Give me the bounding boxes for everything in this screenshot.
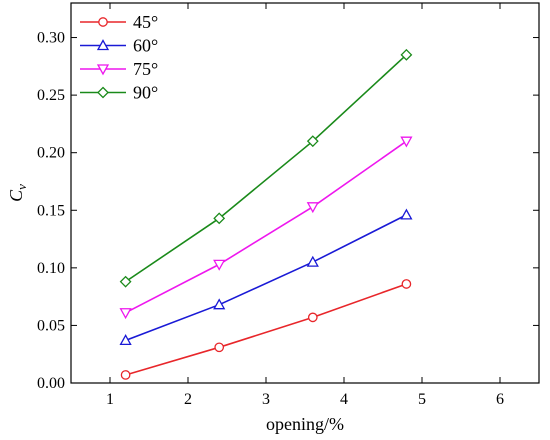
plot-frame [70,2,540,384]
legend-item: 60° [80,36,158,56]
legend-label: 45° [133,12,158,32]
y-tick-label: 0.15 [37,202,65,219]
data-point-diamond [97,86,109,99]
series-0 [120,279,412,380]
x-tick-label: 5 [418,391,426,408]
data-point-circle [401,279,412,289]
y-tick-label: 0.25 [37,87,65,104]
x-tick-label: 3 [262,391,270,408]
legend-item: 75° [80,59,158,79]
x-axis-title: opening/% [266,414,344,434]
legend-item: 45° [80,12,158,32]
y-tick-label: 0.10 [37,260,65,277]
y-axis-title-subscript: v [14,184,29,190]
data-point-diamond [400,48,413,61]
data-point-circle [307,312,318,323]
data-point-circle [120,370,131,380]
legend-label: 75° [133,59,158,79]
y-axis-title: Cv [6,184,29,202]
x-tick-label: 2 [184,391,192,408]
data-point-diamond [213,212,226,225]
x-tick-label: 6 [496,391,504,408]
data-point-triangle-down [306,202,319,214]
series-line [125,214,407,342]
data-point-triangle-down [213,259,226,271]
data-point-triangle-up [96,39,110,51]
data-point-triangle-down [119,308,132,320]
series-3 [119,48,413,288]
series-layer [119,48,413,380]
data-point-diamond [119,275,132,288]
y-axis-title-main: C [6,189,26,202]
series-2 [119,136,413,320]
svg-text:Cv: Cv [6,184,29,202]
data-point-circle [98,17,108,27]
y-tick-label: 0.05 [37,317,65,334]
data-point-triangle-down [400,136,413,148]
x-tick-label: 1 [106,391,114,408]
series-line [125,54,407,283]
data-point-circle [214,342,225,353]
data-point-triangle-up [306,255,319,267]
legend-label: 90° [133,83,158,103]
x-tick-label: 4 [340,391,348,408]
series-line [125,283,407,376]
y-tick-label: 0.20 [37,145,65,162]
data-point-triangle-up [400,208,413,220]
y-tick-label: 0.00 [37,375,65,392]
y-tick-label: 0.30 [37,30,65,47]
data-point-triangle-down [96,64,110,76]
series-line [125,140,407,314]
data-point-diamond [306,135,319,148]
legend: 45° 60° 75° 90° [80,12,158,103]
data-point-triangle-up [213,298,226,310]
legend-label: 60° [133,36,158,56]
legend-item: 90° [80,83,158,103]
data-point-triangle-up [119,334,132,346]
series-1 [119,208,413,346]
axis-ticks: 1 2 3 4 5 6 0.00 0.05 0.10 0.15 0.20 0.25 0.30 [37,3,539,408]
